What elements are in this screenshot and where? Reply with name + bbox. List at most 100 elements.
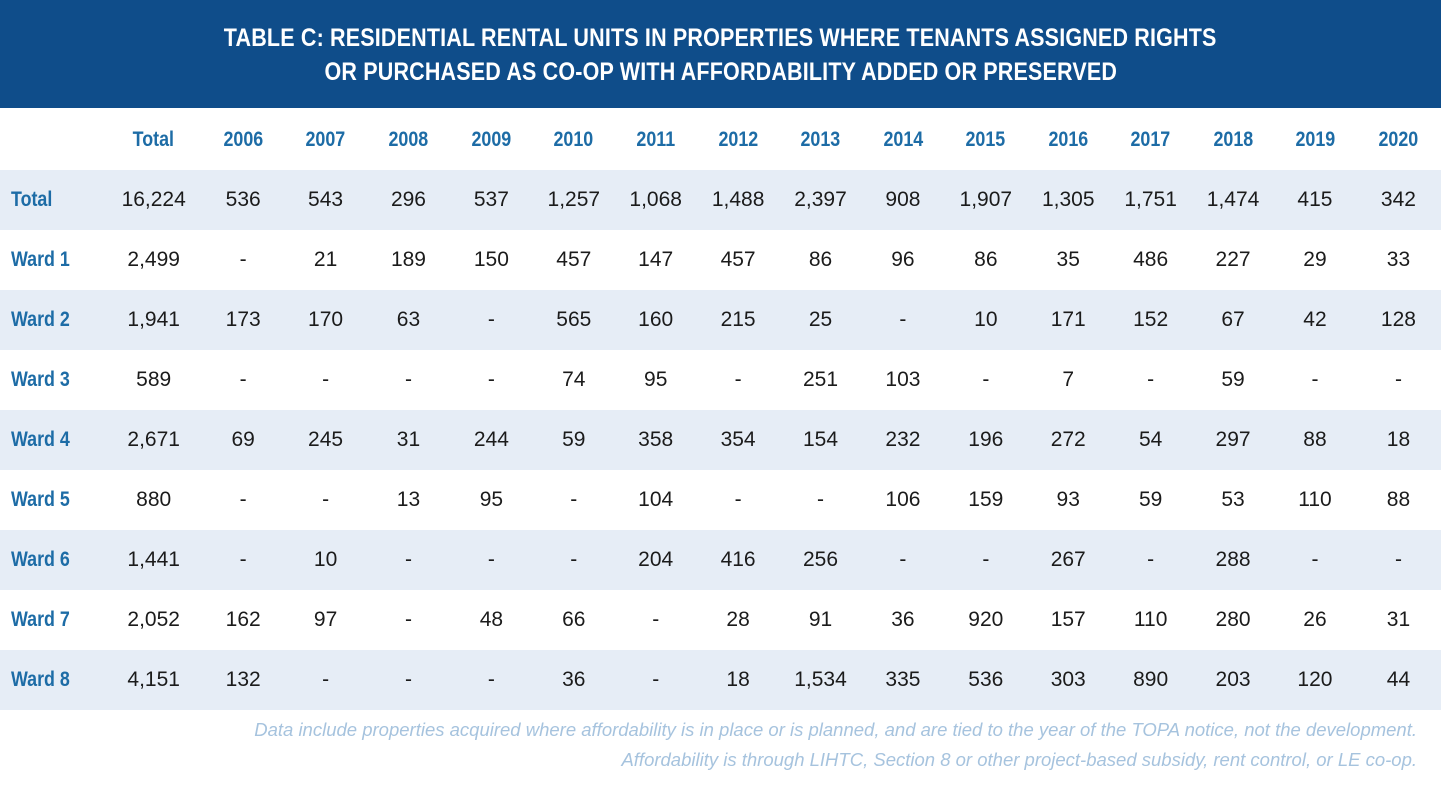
table-cell: 227 bbox=[1215, 248, 1251, 271]
table-cell: 1,441 bbox=[105, 530, 203, 590]
table-cell: 1,257 bbox=[532, 170, 615, 230]
column-header: 2013 bbox=[800, 128, 841, 151]
table-cell: 189 bbox=[390, 248, 426, 271]
table-cell: 160 bbox=[614, 290, 697, 350]
table-cell: 565 bbox=[532, 290, 615, 350]
table-cell: 1,907 bbox=[944, 170, 1028, 230]
table-cell: 457 bbox=[720, 248, 756, 271]
table-cell: 18 bbox=[1355, 410, 1441, 470]
header-corner bbox=[0, 110, 105, 170]
table-cell: 16,224 bbox=[105, 170, 203, 230]
table-cell: 36 bbox=[891, 608, 915, 631]
row-label: Ward 5 bbox=[11, 488, 70, 511]
table-cell: 10 bbox=[944, 290, 1028, 350]
column-header: 2020 bbox=[1378, 128, 1419, 151]
table-cell: 1,534 bbox=[779, 650, 862, 710]
row-label: Ward 2 bbox=[0, 290, 106, 350]
table-row: Total 16,224 536 543 296 537 1,257 1,068 1,488 2,… bbox=[0, 170, 1441, 230]
row-label: Ward 8 bbox=[0, 650, 106, 710]
table-cell: - bbox=[861, 530, 945, 590]
table-cell: - bbox=[1274, 530, 1356, 590]
table-cell: 537 bbox=[449, 170, 533, 230]
table-cell: - bbox=[1355, 530, 1441, 590]
table-cell: 536 bbox=[202, 170, 285, 230]
table-cell: - bbox=[322, 488, 330, 511]
table-title-line-2: OR PURCHASED AS CO-OP WITH AFFORDABILITY… bbox=[324, 58, 1117, 86]
table-cell: - bbox=[449, 650, 533, 710]
table-header-row: Total 2006 2007 2008 2009 2010 2011 2012… bbox=[0, 110, 1441, 170]
column-header: 2015 bbox=[965, 128, 1006, 151]
table-cell: - bbox=[1311, 368, 1319, 391]
table-cell: 354 bbox=[696, 410, 780, 470]
table-cell: 54 bbox=[1109, 410, 1193, 470]
column-header: 2014 bbox=[883, 128, 923, 151]
table-title-banner: TABLE C: RESIDENTIAL RENTAL UNITS IN PRO… bbox=[0, 0, 1441, 108]
table-cell: 59 bbox=[532, 410, 615, 470]
table-cell: 31 bbox=[1386, 608, 1411, 631]
table-cell: 97 bbox=[313, 608, 338, 631]
table-cell: 28 bbox=[726, 608, 750, 631]
table-cell: 48 bbox=[479, 608, 504, 631]
table-cell: 33 bbox=[1386, 248, 1411, 271]
row-label: Ward 7 bbox=[11, 608, 70, 631]
table-cell: 415 bbox=[1274, 170, 1356, 230]
table-cell: 150 bbox=[473, 248, 509, 271]
table-cell: - bbox=[614, 650, 697, 710]
table-cell: 59 bbox=[1221, 368, 1245, 391]
table-row: Ward 7 2,052 162 97 - 48 66 - 28 91 36 920 157 110 280… bbox=[0, 590, 1441, 650]
table-cell: - bbox=[367, 650, 450, 710]
table-cell: 67 bbox=[1192, 290, 1274, 350]
table-cell: 543 bbox=[284, 170, 368, 230]
table-row: Ward 3 589 - - - - 74 95 - 251 103 - 7 - 59 - - bbox=[0, 350, 1441, 410]
table-cell: 53 bbox=[1221, 488, 1245, 511]
table-cell: 36 bbox=[532, 650, 615, 710]
table-cell: 96 bbox=[891, 248, 915, 271]
table-cell: 215 bbox=[696, 290, 780, 350]
table-cell: 288 bbox=[1192, 530, 1274, 590]
table-cell: 416 bbox=[696, 530, 780, 590]
row-label: Total bbox=[0, 170, 106, 230]
table-cell: - bbox=[1394, 368, 1402, 391]
table-cell: 204 bbox=[614, 530, 697, 590]
table-cell: - bbox=[982, 368, 990, 391]
table-cell: 69 bbox=[202, 410, 285, 470]
table-cell: 170 bbox=[284, 290, 368, 350]
table-cell: 86 bbox=[974, 248, 998, 271]
table-cell: 256 bbox=[779, 530, 862, 590]
table-cell: 232 bbox=[861, 410, 945, 470]
table-cell: - bbox=[284, 650, 368, 710]
table-cell: 251 bbox=[802, 368, 839, 391]
table-cell: - bbox=[817, 488, 825, 511]
table-body: Total 16,224 536 543 296 537 1,257 1,068 1,488 2,… bbox=[0, 170, 1441, 710]
table-cell: 2,052 bbox=[127, 608, 180, 631]
column-header: 2012 bbox=[718, 128, 758, 151]
table-cell: 91 bbox=[808, 608, 833, 631]
table-cell: 13 bbox=[396, 488, 421, 511]
table-cell: 44 bbox=[1355, 650, 1441, 710]
table-cell: 66 bbox=[562, 608, 586, 631]
table-cell: 93 bbox=[1056, 488, 1080, 511]
table-cell: - bbox=[652, 608, 660, 631]
table-cell: 63 bbox=[367, 290, 450, 350]
table-cell: 132 bbox=[202, 650, 285, 710]
table-cell: 10 bbox=[284, 530, 368, 590]
table-row: Ward 1 2,499 - 21 189 150 457 147 457 86 96 86 35 486… bbox=[0, 230, 1441, 290]
table-cell: 104 bbox=[638, 488, 674, 511]
table-cell: 26 bbox=[1303, 608, 1327, 631]
table-row: Ward 8 4,151 132- - -36-18 1,534 335 536 303 890 2… bbox=[0, 650, 1441, 710]
column-header: Total bbox=[133, 128, 175, 151]
table-cell: 1,941 bbox=[105, 290, 203, 350]
table-cell: - bbox=[1109, 530, 1193, 590]
table-cell: 342 bbox=[1355, 170, 1441, 230]
table-cell: 908 bbox=[861, 170, 945, 230]
table-cell: - bbox=[734, 488, 742, 511]
table-cell: 280 bbox=[1215, 608, 1251, 631]
table-cell: - bbox=[449, 530, 533, 590]
column-header: 2010 bbox=[553, 128, 594, 151]
table-cell: 162 bbox=[225, 608, 261, 631]
table-cell: - bbox=[449, 290, 533, 350]
table-cell: 95 bbox=[644, 368, 668, 391]
table-cell: 1,068 bbox=[614, 170, 697, 230]
column-header: 2008 bbox=[388, 128, 429, 151]
column-header: 2016 bbox=[1048, 128, 1089, 151]
